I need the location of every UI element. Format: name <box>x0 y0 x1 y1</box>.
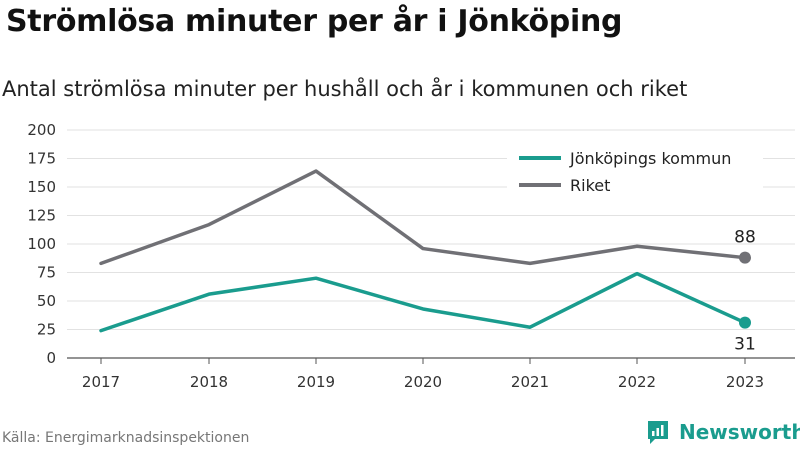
y-tick-label: 75 <box>37 264 56 282</box>
x-tick-label: 2023 <box>726 373 764 391</box>
x-tick-label: 2017 <box>82 373 120 391</box>
y-tick-label: 0 <box>46 349 56 367</box>
x-tick-label: 2022 <box>618 373 656 391</box>
end-point-1 <box>739 251 751 264</box>
series-line-1 <box>99 169 747 266</box>
y-tick-label: 200 <box>27 121 56 139</box>
end-value-label-0: 31 <box>734 335 756 355</box>
y-tick-label: 150 <box>27 178 56 196</box>
legend: Jönköpings kommun Riket <box>507 143 763 203</box>
series-line-0 <box>99 271 747 333</box>
y-tick-label: 100 <box>27 235 56 253</box>
y-tick-label: 50 <box>37 292 56 310</box>
y-tick-label: 25 <box>37 321 56 339</box>
x-tick-label: 2020 <box>404 373 442 391</box>
chart-title: Strömlösa minuter per år i Jönköping <box>6 4 623 39</box>
brand-name: Newsworthy <box>679 420 800 444</box>
x-axis: 2017 2018 2019 2020 2021 2022 2023 <box>82 358 764 391</box>
end-point-0 <box>739 316 751 329</box>
x-tick-label: 2021 <box>511 373 549 391</box>
brand-logo: Newsworthy <box>645 419 800 445</box>
series-lines: 31 88 <box>99 169 756 355</box>
legend-background <box>507 143 763 203</box>
source-note: Källa: Energimarknadsinspektionen <box>2 430 250 446</box>
newsworthy-logo-icon <box>648 421 668 444</box>
x-tick-label: 2019 <box>297 373 335 391</box>
y-axis-ticks: 0 25 50 75 100 125 150 175 200 <box>27 121 56 367</box>
legend-label-0: Jönköpings kommun <box>569 149 731 168</box>
y-tick-label: 175 <box>27 150 56 168</box>
chart-subtitle: Antal strömlösa minuter per hushåll och … <box>2 77 688 101</box>
end-value-label-1: 88 <box>734 228 756 248</box>
legend-label-1: Riket <box>570 176 610 195</box>
x-tick-label: 2018 <box>190 373 228 391</box>
y-tick-label: 125 <box>27 207 56 225</box>
